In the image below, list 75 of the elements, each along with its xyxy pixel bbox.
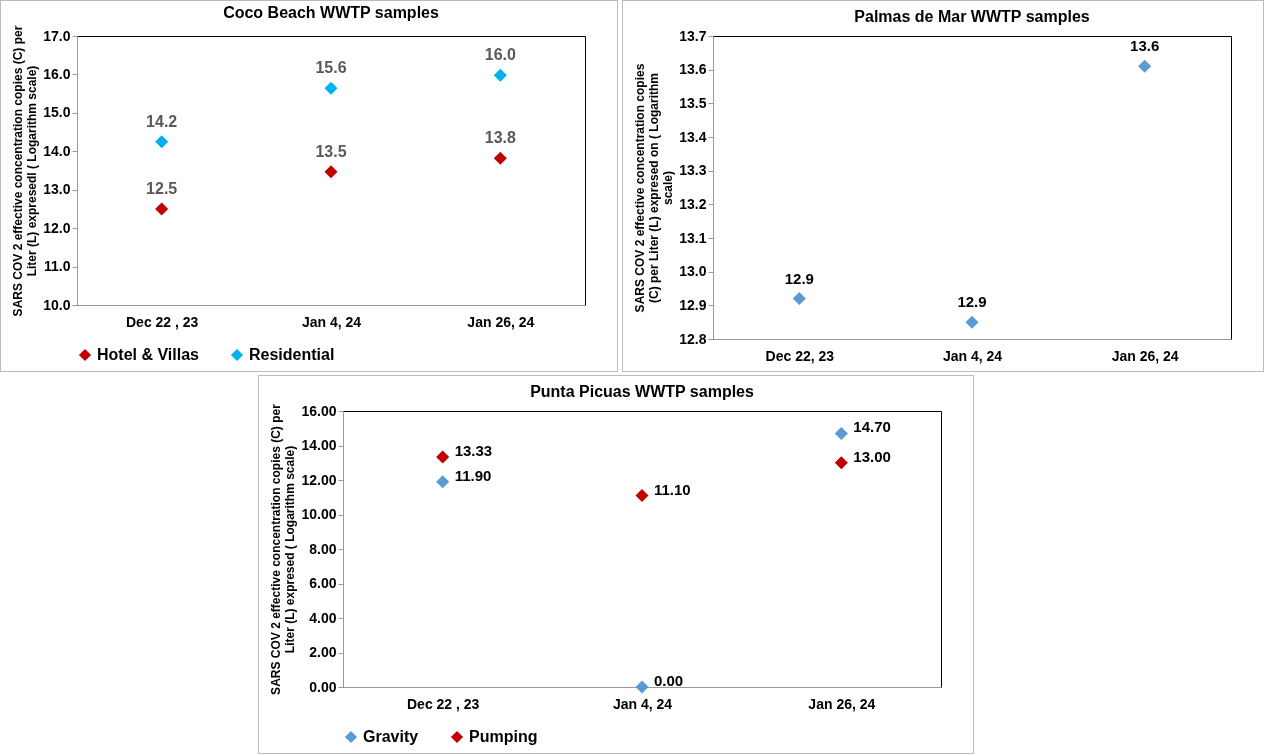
data-label: 13.8	[484, 129, 517, 147]
chart-title: Palmas de Mar WWTP samples	[854, 8, 1090, 25]
y-axis-title: SARS COV 2 effective concentration copies (C) per Liter (L) expresed ( Logarithm scale)	[269, 403, 298, 695]
point	[493, 151, 507, 165]
data-label: 16.0	[484, 46, 517, 64]
data-label: 11.90	[454, 466, 492, 484]
x-tick-label: Dec 22 , 23	[406, 695, 480, 712]
legend-label: Hotel & Villas	[97, 346, 200, 363]
y-tick-label: 17.0	[43, 27, 71, 44]
legend-label: Gravity	[363, 728, 419, 745]
y-tick-label: 10.0	[43, 296, 71, 313]
point	[155, 135, 169, 149]
y-tick-label: 4.00	[309, 609, 337, 626]
y-tick-label: 13.2	[679, 195, 707, 212]
data-label: 13.6	[1130, 37, 1160, 55]
chart-title: Punta Picuas WWTP samples	[530, 382, 754, 400]
point	[635, 489, 649, 503]
x-tick-label: Jan 4, 24	[942, 347, 1003, 364]
point	[965, 315, 979, 329]
data-label: 0.00	[654, 672, 684, 689]
point	[324, 81, 338, 95]
legend-label: Pumping	[469, 728, 538, 745]
y-tick-label: 14.00	[301, 437, 337, 453]
x-tick-label: Jan 26, 24	[467, 313, 535, 330]
data-label: 12.5	[146, 179, 178, 197]
y-tick-label: 12.0	[43, 219, 71, 236]
y-tick-label: 13.1	[679, 229, 707, 246]
x-tick-label: Jan 26, 24	[808, 695, 876, 712]
data-label: 13.00	[853, 447, 891, 465]
x-tick-label: Dec 22, 23	[765, 347, 835, 364]
point	[834, 456, 848, 470]
point	[834, 426, 848, 440]
point	[493, 68, 507, 82]
x-tick-label: Jan 4, 24	[301, 313, 362, 330]
y-tick-label: 13.5	[679, 94, 707, 111]
x-tick-label: Jan 4, 24	[612, 695, 673, 712]
y-tick-label: 0.00	[309, 678, 337, 695]
point	[792, 292, 806, 306]
y-tick-label: 13.0	[679, 263, 707, 280]
data-label: 12.9	[957, 293, 987, 311]
data-label: 14.2	[146, 112, 178, 130]
y-tick-label: 13.3	[679, 162, 707, 179]
y-axis-title: SARS COV 2 effective concentration copies (C) per Liter (L) expresed on ( Logarithm scale)	[633, 63, 676, 313]
y-tick-label: 11.0	[44, 258, 71, 275]
chart-title: Coco Beach WWTP samples	[223, 4, 439, 22]
y-tick-label: 12.00	[301, 471, 337, 488]
point	[155, 202, 169, 216]
y-tick-label: 12.8	[679, 330, 707, 347]
y-tick-label: 12.9	[679, 296, 707, 313]
data-label: 15.6	[315, 59, 347, 77]
y-tick-label: 15.0	[43, 104, 71, 121]
data-label: 12.9	[784, 269, 814, 287]
y-tick-label: 8.00	[309, 540, 337, 557]
y-tick-label: 16.00	[301, 402, 337, 419]
y-tick-label: 14.0	[43, 142, 71, 159]
y-axis-title: SARS COV 2 effective concentration copies (C) per Liter (L) expresedl ( Logarithm scale)	[11, 25, 40, 317]
y-tick-label: 13.6	[679, 61, 707, 78]
point	[1138, 59, 1152, 73]
x-tick-label: Jan 26, 24	[1111, 347, 1179, 364]
point	[635, 680, 649, 694]
point	[436, 450, 450, 464]
y-tick-label: 10.00	[301, 506, 337, 522]
y-tick-label: 13.4	[679, 128, 707, 145]
data-label: 11.10	[654, 480, 691, 498]
x-tick-label: Dec 22 , 23	[125, 313, 199, 330]
y-tick-label: 13.7	[679, 27, 707, 44]
y-tick-label: 6.00	[309, 575, 337, 591]
y-tick-label: 13.0	[43, 181, 71, 198]
data-label: 14.70	[853, 418, 891, 436]
point	[436, 475, 450, 489]
data-label: 13.33	[454, 442, 493, 460]
y-tick-label: 2.00	[309, 644, 337, 660]
legend-label: Residential	[249, 346, 335, 363]
y-tick-label: 16.0	[43, 65, 71, 82]
point	[324, 165, 338, 179]
